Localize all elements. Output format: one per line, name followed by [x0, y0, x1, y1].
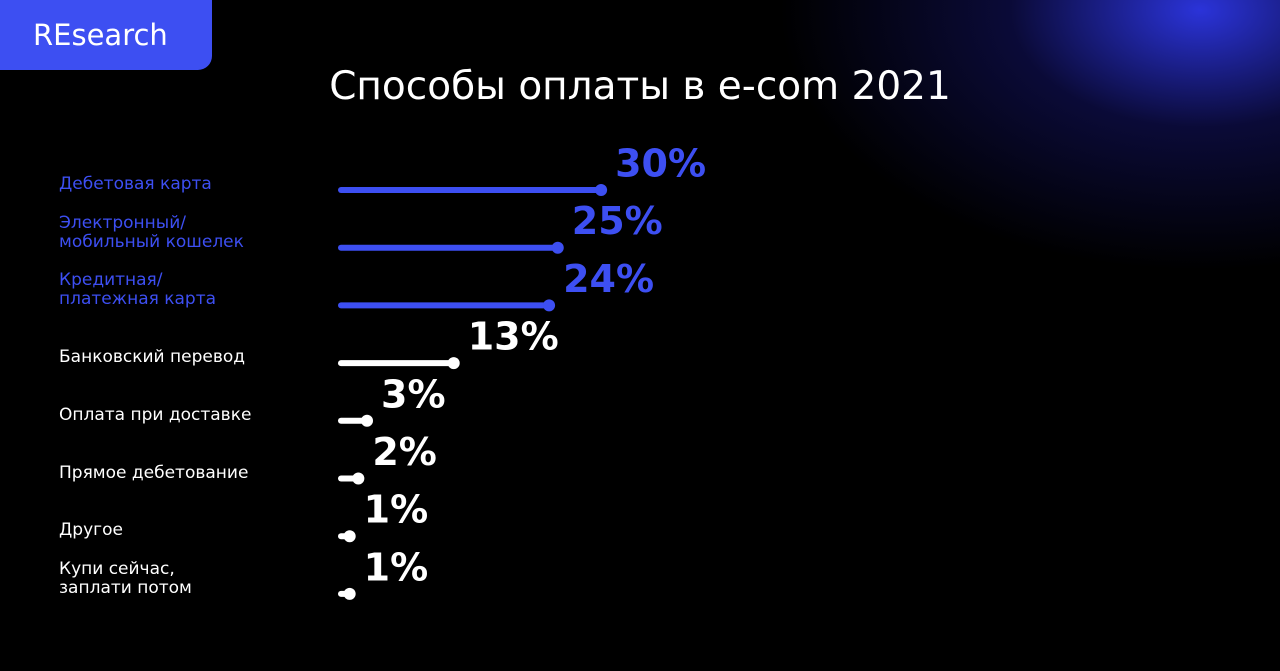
knob: [343, 530, 356, 543]
category-label: Электронный/мобильный кошелек: [59, 212, 244, 252]
category-label: Оплата при доставке: [59, 404, 252, 425]
value-label: 24%: [563, 257, 654, 301]
category-label: Другое: [59, 520, 123, 541]
category-label: Купи сейчас, заплати потом: [59, 558, 192, 598]
knob: [595, 184, 608, 196]
category-label: Прямое дебетование: [59, 462, 249, 483]
category-label: Кредитная/платежная карта: [59, 270, 217, 310]
value-label: 13%: [468, 315, 559, 359]
value-label: 3%: [381, 372, 446, 416]
value-label: 1%: [364, 545, 429, 589]
value-label: 2%: [372, 430, 437, 474]
category-label: Банковский перевод: [59, 347, 245, 368]
knob: [543, 299, 556, 312]
chart-title: Способы оплаты в e-com 2021: [329, 64, 951, 109]
knob: [352, 472, 365, 485]
knob: [447, 357, 460, 370]
knob: [361, 414, 374, 427]
value-label: 1%: [364, 488, 429, 532]
badge: REsearch: [0, 0, 212, 70]
category-label: Дебетовая карта: [59, 174, 212, 194]
value-label: 25%: [572, 199, 663, 243]
knob: [343, 587, 356, 600]
knob: [551, 241, 564, 254]
value-label: 30%: [615, 142, 706, 186]
